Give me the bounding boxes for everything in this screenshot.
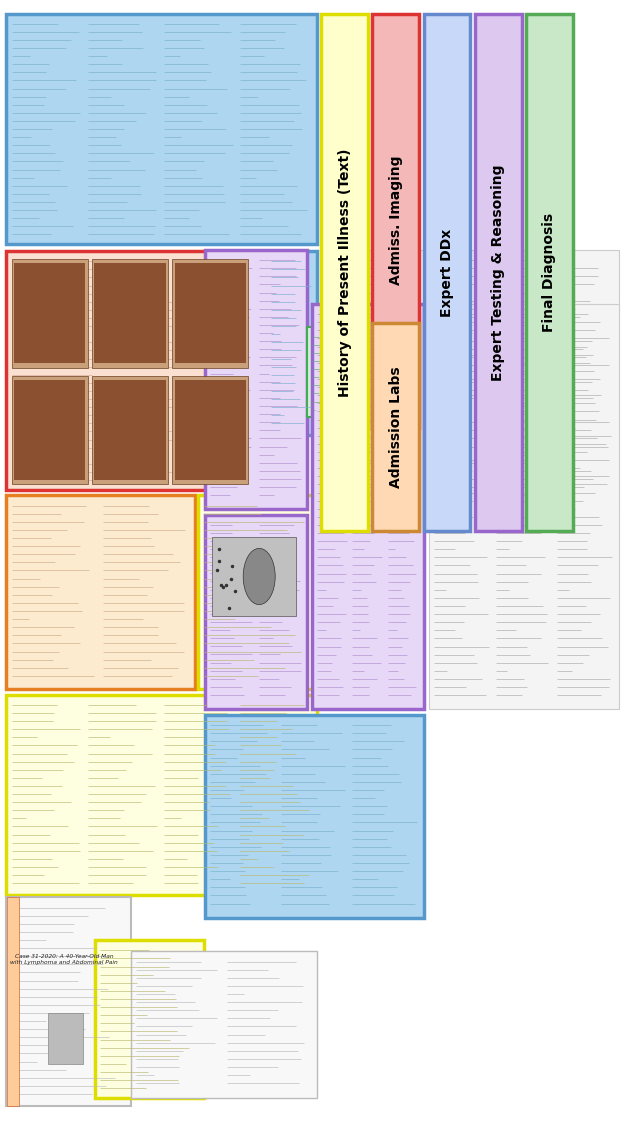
Bar xyxy=(172,376,248,484)
Bar xyxy=(198,495,317,689)
Bar xyxy=(6,695,317,895)
Bar xyxy=(307,327,332,417)
Bar xyxy=(212,537,296,616)
Bar xyxy=(321,250,619,509)
Text: Expert DDx: Expert DDx xyxy=(440,229,454,316)
Bar xyxy=(424,14,470,531)
Bar xyxy=(175,263,246,363)
Bar xyxy=(95,940,204,1098)
Bar xyxy=(6,14,317,244)
Bar xyxy=(92,376,168,484)
Bar xyxy=(131,951,317,1098)
Bar xyxy=(526,14,573,531)
Bar xyxy=(372,14,419,428)
Bar xyxy=(175,379,246,480)
Bar xyxy=(12,259,88,367)
Bar xyxy=(205,250,307,509)
Circle shape xyxy=(243,548,275,605)
Bar xyxy=(92,259,168,367)
Bar xyxy=(48,1013,83,1064)
Text: Expert Testing & Reasoning: Expert Testing & Reasoning xyxy=(492,164,505,381)
Text: Admiss. Imaging: Admiss. Imaging xyxy=(389,155,403,286)
Bar xyxy=(475,14,522,531)
Text: Case 31-2020: A 40-Year-Old Man
with Lymphoma and Abdominal Pain: Case 31-2020: A 40-Year-Old Man with Lym… xyxy=(10,954,118,965)
Text: Admission Labs: Admission Labs xyxy=(389,366,403,489)
Bar xyxy=(94,379,166,480)
Text: Final Diagnosis: Final Diagnosis xyxy=(543,213,556,332)
Bar xyxy=(14,263,85,363)
Bar xyxy=(372,323,419,531)
Bar xyxy=(7,897,19,1106)
Bar xyxy=(6,897,131,1106)
Bar xyxy=(94,263,166,363)
Bar xyxy=(12,376,88,484)
Bar xyxy=(14,379,85,480)
Bar xyxy=(6,495,195,689)
Bar xyxy=(205,515,307,709)
Bar xyxy=(6,251,262,490)
Bar xyxy=(205,715,424,918)
Bar xyxy=(321,14,368,531)
Bar xyxy=(172,259,248,367)
Bar xyxy=(429,304,619,709)
Bar xyxy=(312,304,424,709)
Bar xyxy=(266,251,317,435)
Text: History of Present Illness (Text): History of Present Illness (Text) xyxy=(338,149,351,396)
